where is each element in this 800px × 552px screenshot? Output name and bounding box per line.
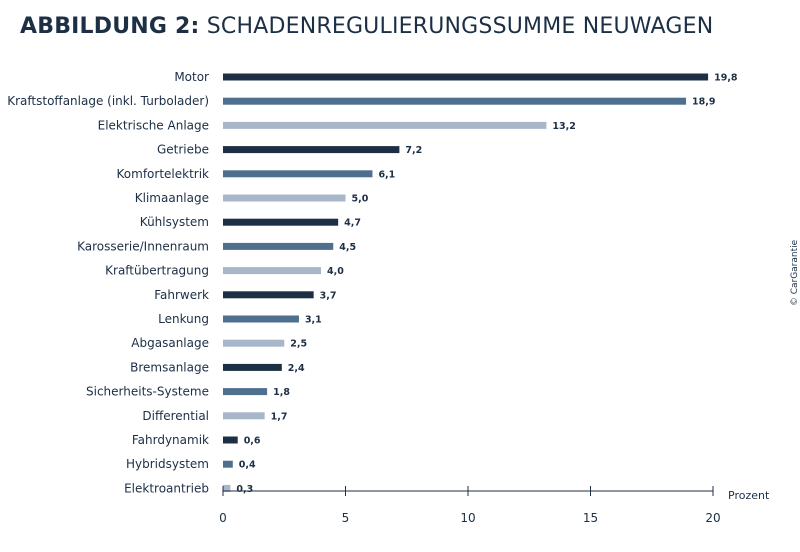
- bar: [223, 315, 299, 323]
- bar: [223, 267, 321, 275]
- category-label: Kraftstoffanlage (inkl. Turbolader): [7, 94, 209, 108]
- bar: [223, 412, 265, 420]
- copyright-credit: © CarGarantie: [790, 239, 800, 307]
- value-label: 0,3: [236, 484, 253, 495]
- bar: [223, 242, 334, 250]
- value-label: 5,0: [352, 194, 369, 205]
- value-label: 18,9: [692, 97, 715, 108]
- value-label: 1,8: [273, 387, 290, 398]
- value-label: 1,7: [271, 411, 288, 422]
- title-text: SCHADENREGULIERUNGSSUMME NEUWAGEN: [206, 14, 714, 39]
- value-label: 4,0: [327, 266, 344, 277]
- bar: [223, 484, 231, 492]
- category-label: Elektrische Anlage: [98, 118, 209, 132]
- category-label: Fahrwerk: [154, 288, 209, 302]
- value-label: 0,4: [239, 460, 256, 471]
- value-label: 3,7: [320, 290, 337, 301]
- x-tick-label: 15: [583, 511, 598, 525]
- bar: [223, 146, 400, 154]
- category-label: Hybridsystem: [126, 457, 209, 471]
- value-label: 13,2: [552, 121, 575, 132]
- bar: [223, 363, 282, 371]
- bar: [223, 170, 373, 178]
- category-label: Fahrdynamik: [132, 433, 209, 447]
- bar: [223, 73, 709, 81]
- category-label: Elektroantrieb: [124, 481, 209, 495]
- category-label: Sicherheits-Systeme: [86, 385, 209, 399]
- value-label: 0,6: [244, 436, 261, 447]
- value-label: 19,8: [714, 73, 738, 84]
- value-label: 2,4: [288, 363, 305, 374]
- chart-title: ABBILDUNG 2: SCHADENREGULIERUNGSSUMME NE…: [20, 14, 713, 39]
- category-label: Abgasanlage: [131, 336, 209, 350]
- category-label: Bremsanlage: [130, 360, 209, 374]
- bar: [223, 291, 314, 299]
- bar: [223, 97, 687, 105]
- bar: [223, 218, 339, 226]
- value-label: 3,1: [305, 315, 322, 326]
- value-label: 6,1: [378, 169, 395, 180]
- title-prefix: ABBILDUNG 2:: [20, 14, 200, 39]
- category-label: Kühlsystem: [140, 215, 209, 229]
- category-label: Getriebe: [157, 143, 209, 157]
- x-tick-label: 5: [342, 511, 350, 525]
- bar: [223, 460, 233, 468]
- bar: [223, 339, 285, 347]
- bar: [223, 388, 268, 396]
- category-label: Lenkung: [158, 312, 209, 326]
- x-tick-label: 10: [460, 511, 475, 525]
- category-label: Karosserie/Innenraum: [77, 239, 209, 253]
- bar: [223, 121, 547, 129]
- category-label: Kraftübertragung: [105, 264, 209, 278]
- x-tick-label: 0: [219, 511, 227, 525]
- x-axis-label: Prozent: [728, 489, 770, 502]
- category-label: Komfortelektrik: [117, 167, 210, 181]
- bar: [223, 436, 238, 444]
- value-label: 7,2: [405, 145, 422, 156]
- value-label: 4,7: [344, 218, 361, 229]
- category-label: Klimaanlage: [135, 191, 209, 205]
- value-label: 4,5: [339, 242, 356, 253]
- value-label: 2,5: [290, 339, 307, 350]
- category-label: Motor: [174, 70, 209, 84]
- x-tick-label: 20: [705, 511, 720, 525]
- category-label: Differential: [142, 409, 209, 423]
- bar: [223, 194, 346, 202]
